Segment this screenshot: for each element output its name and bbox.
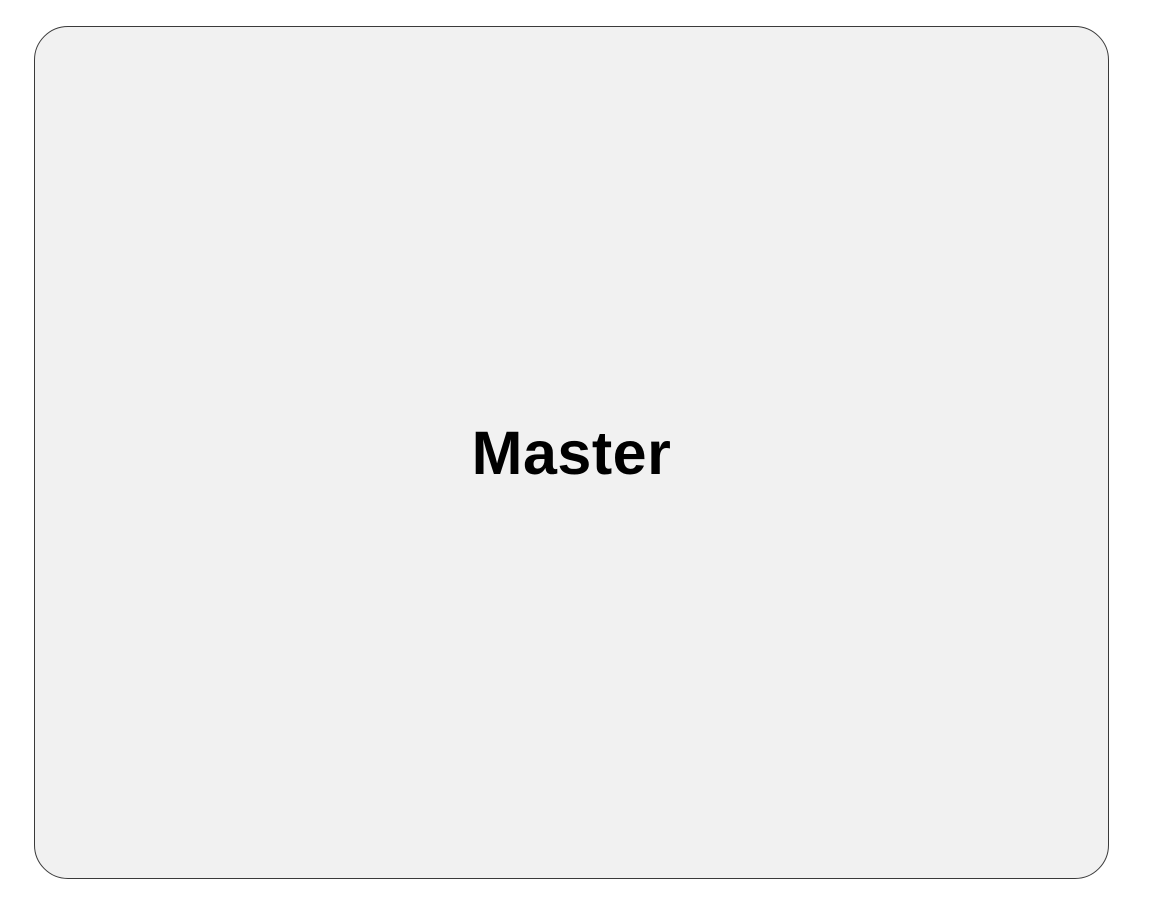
master-panel: Master [34,26,1109,879]
panel-label: Master [471,419,672,487]
